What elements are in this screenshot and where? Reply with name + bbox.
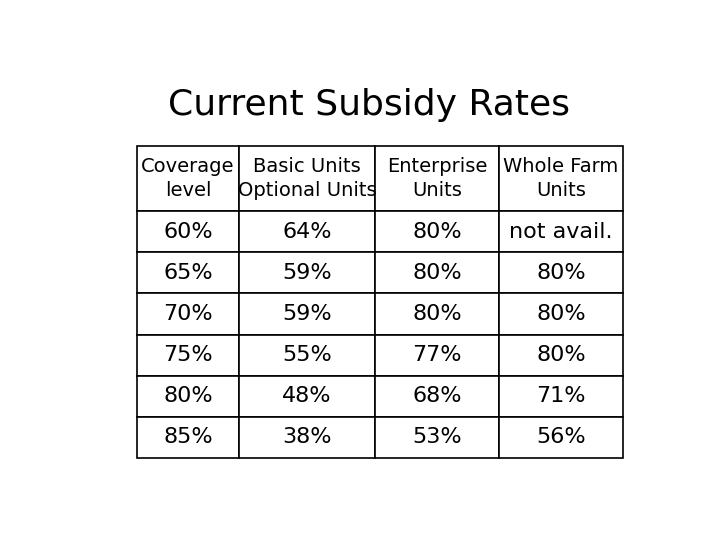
Text: 71%: 71% (536, 386, 585, 406)
Text: 56%: 56% (536, 427, 586, 447)
Bar (499, 211, 623, 252)
Bar (375, 294, 499, 335)
Text: 59%: 59% (282, 263, 332, 283)
Text: 70%: 70% (163, 304, 213, 324)
Bar (499, 294, 623, 335)
Bar (138, 417, 238, 458)
Text: 59%: 59% (282, 304, 332, 324)
Bar (375, 211, 499, 252)
Text: 38%: 38% (282, 427, 332, 447)
Bar (138, 376, 238, 417)
Text: 80%: 80% (536, 345, 586, 365)
Bar (375, 376, 499, 417)
Bar (138, 146, 238, 211)
Bar (238, 146, 375, 211)
Text: 68%: 68% (413, 386, 462, 406)
Bar (375, 252, 499, 293)
Text: 80%: 80% (536, 304, 586, 324)
Bar (375, 417, 499, 458)
Bar (138, 335, 238, 376)
Text: 64%: 64% (282, 222, 332, 242)
Text: Basic Units
Optional Units: Basic Units Optional Units (238, 157, 376, 200)
Text: 53%: 53% (413, 427, 462, 447)
Text: 55%: 55% (282, 345, 332, 365)
Text: Current Subsidy Rates: Current Subsidy Rates (168, 87, 570, 122)
Bar (238, 211, 375, 252)
Text: Whole Farm
Units: Whole Farm Units (503, 157, 618, 200)
Bar (499, 335, 623, 376)
Text: Coverage
level: Coverage level (141, 157, 235, 200)
Text: 75%: 75% (163, 345, 213, 365)
Bar (375, 335, 499, 376)
Bar (499, 417, 623, 458)
Text: 77%: 77% (413, 345, 462, 365)
Text: 60%: 60% (163, 222, 213, 242)
Bar (499, 146, 623, 211)
Text: 80%: 80% (413, 304, 462, 324)
Bar (499, 252, 623, 293)
Text: 85%: 85% (163, 427, 213, 447)
Bar (238, 376, 375, 417)
Text: 80%: 80% (413, 222, 462, 242)
Bar (238, 335, 375, 376)
Bar (138, 252, 238, 293)
Text: 65%: 65% (163, 263, 213, 283)
Text: Enterprise
Units: Enterprise Units (387, 157, 487, 200)
Bar (375, 146, 499, 211)
Text: 80%: 80% (163, 386, 213, 406)
Bar (138, 294, 238, 335)
Bar (138, 211, 238, 252)
Text: 80%: 80% (413, 263, 462, 283)
Text: not avail.: not avail. (509, 222, 613, 242)
Bar (238, 294, 375, 335)
Bar (238, 417, 375, 458)
Text: 80%: 80% (536, 263, 586, 283)
Text: 48%: 48% (282, 386, 332, 406)
Bar (238, 252, 375, 293)
Bar (499, 376, 623, 417)
